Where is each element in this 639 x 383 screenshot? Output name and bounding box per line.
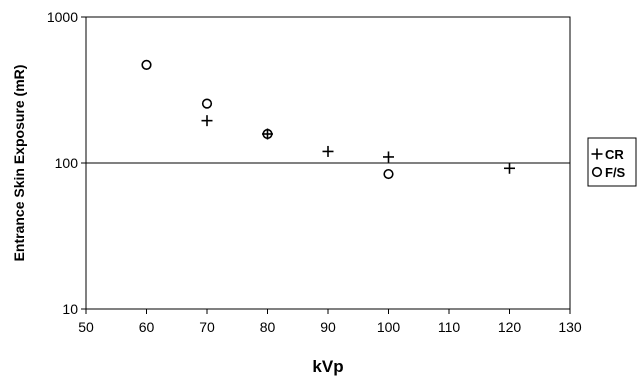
x-axis-title: kVp bbox=[312, 357, 343, 376]
x-tick-label: 110 bbox=[438, 319, 461, 335]
x-tick-label: 90 bbox=[320, 319, 336, 335]
x-tick-label: 80 bbox=[260, 319, 276, 335]
x-tick-label: 120 bbox=[498, 319, 522, 335]
series-f-s bbox=[141, 59, 394, 180]
legend-label: F/S bbox=[605, 165, 626, 180]
y-tick-label: 100 bbox=[55, 155, 79, 171]
data-point-cr bbox=[504, 162, 515, 174]
y-tick-label: 1000 bbox=[47, 9, 78, 25]
data-point-f-s bbox=[141, 59, 152, 70]
data-point-f-s bbox=[201, 98, 213, 109]
data-point-cr bbox=[383, 151, 394, 163]
legend-items: CR F/S bbox=[591, 147, 626, 180]
x-tick-label: 50 bbox=[78, 319, 94, 335]
x-axis-ticks: 50 60 70 80 90 100 110 120 130 bbox=[78, 309, 582, 335]
y-axis-title: Entrance Skin Exposure (mR) bbox=[11, 65, 27, 262]
y-tick-label: 10 bbox=[62, 301, 78, 317]
data-point-f-s bbox=[383, 168, 394, 180]
y-axis-ticks: 10 100 1000 bbox=[47, 9, 86, 317]
legend-box bbox=[587, 137, 637, 187]
legend-marker-f-s bbox=[591, 166, 603, 178]
series-cr bbox=[201, 115, 515, 174]
legend: CR F/S bbox=[587, 137, 637, 187]
legend-marker-cr bbox=[591, 148, 603, 160]
data-point-cr bbox=[201, 115, 213, 127]
legend-label: CR bbox=[605, 147, 624, 162]
legend-item: F/S bbox=[591, 165, 626, 180]
x-tick-label: 130 bbox=[558, 319, 582, 335]
data-points bbox=[141, 59, 515, 180]
legend-item: CR bbox=[591, 147, 624, 162]
x-tick-label: 70 bbox=[199, 319, 215, 335]
x-tick-label: 60 bbox=[139, 319, 155, 335]
data-point-f-s bbox=[262, 128, 273, 140]
data-point-cr bbox=[322, 145, 334, 157]
x-tick-label: 100 bbox=[377, 319, 401, 335]
